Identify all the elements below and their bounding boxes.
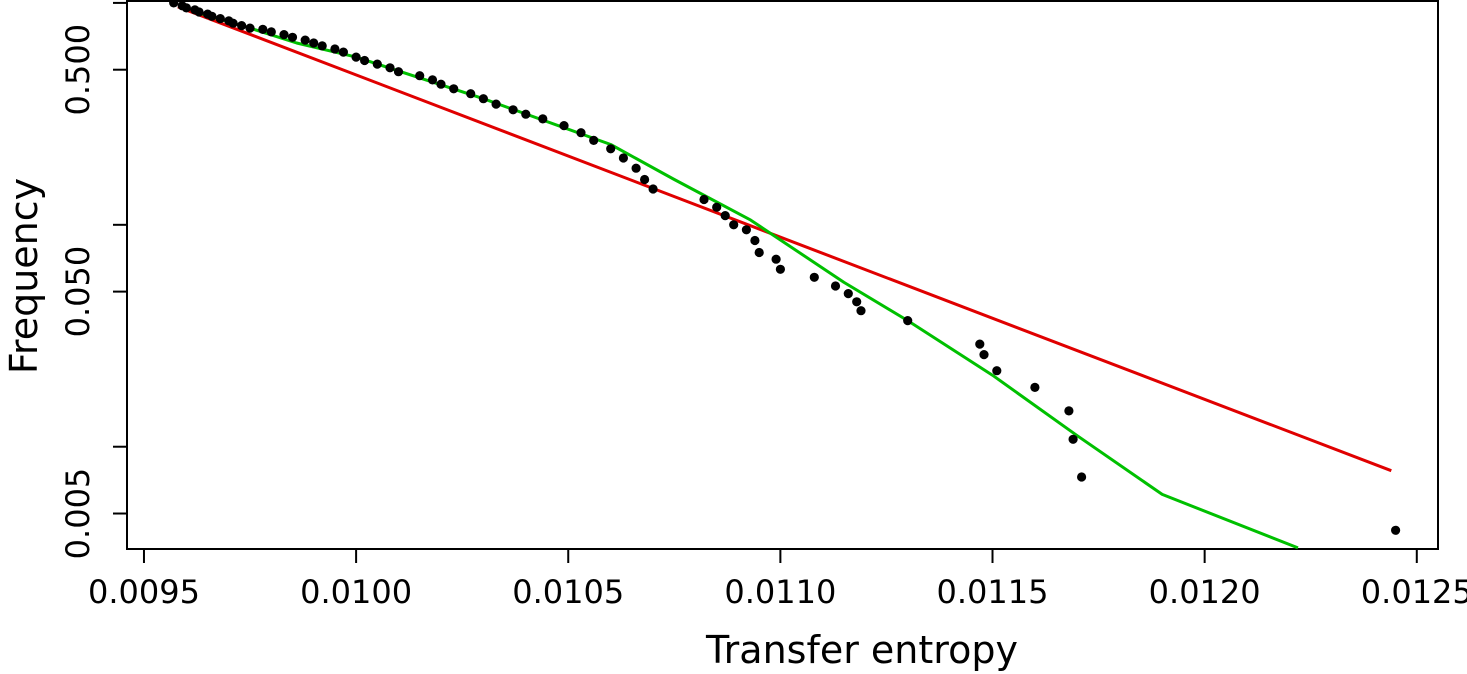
data-point	[729, 220, 739, 230]
data-point	[754, 247, 764, 258]
x-tick-label: 0.0100	[300, 573, 412, 611]
data-point	[559, 121, 569, 131]
data-point	[606, 144, 616, 154]
data-point	[194, 7, 204, 17]
data-point	[712, 202, 722, 212]
y-tick-label: 0.005	[59, 468, 97, 560]
data-point	[300, 35, 310, 45]
data-point	[338, 47, 348, 57]
data-point	[309, 38, 319, 48]
data-point	[979, 350, 989, 360]
data-point	[741, 225, 752, 235]
series-layer	[177, 5, 1392, 550]
red-fit-line	[177, 5, 1392, 473]
data-point	[1391, 525, 1401, 535]
data-point	[618, 153, 629, 163]
data-point	[720, 211, 730, 221]
data-point	[478, 94, 488, 104]
y-axis: 0.005 0.050 0.500	[59, 1, 128, 560]
data-point	[648, 184, 658, 194]
data-point	[775, 264, 786, 274]
data-point	[809, 272, 819, 282]
data-point	[287, 32, 298, 42]
data-point	[1064, 406, 1074, 416]
data-point	[843, 289, 853, 299]
data-point	[491, 99, 501, 109]
data-point	[351, 52, 361, 62]
data-point	[317, 41, 327, 51]
data-point	[521, 109, 531, 119]
x-tick-label: 0.0115	[937, 573, 1049, 611]
data-point	[215, 14, 225, 24]
data-point	[992, 366, 1002, 376]
data-point	[1077, 472, 1087, 482]
data-point	[640, 174, 650, 185]
data-point	[436, 79, 446, 89]
data-point	[169, 0, 179, 8]
data-point	[508, 105, 518, 115]
data-point	[415, 71, 425, 81]
data-point	[830, 281, 841, 291]
data-point	[589, 135, 599, 145]
data-point	[449, 84, 459, 94]
data-point	[699, 194, 709, 205]
x-tick-label: 0.0120	[1149, 573, 1261, 611]
data-point	[385, 63, 395, 73]
data-point	[466, 89, 476, 99]
data-point	[975, 339, 985, 349]
y-tick-label: 0.500	[59, 24, 97, 116]
data-point	[237, 21, 247, 31]
data-point	[207, 11, 217, 21]
x-axis-label: Transfer entropy	[705, 628, 1018, 672]
data-point	[576, 128, 586, 138]
data-point	[330, 44, 340, 54]
data-point	[1030, 382, 1040, 392]
data-point	[266, 27, 276, 37]
data-point	[538, 114, 548, 124]
data-point	[427, 75, 438, 85]
data-point	[245, 23, 255, 33]
data-point	[393, 67, 404, 77]
data-point	[279, 29, 289, 40]
data-point	[852, 297, 862, 307]
plot-frame	[126, 0, 1439, 550]
data-point	[631, 163, 641, 173]
data-point	[181, 3, 191, 13]
points-layer	[169, 0, 1401, 535]
green-fit-line	[198, 11, 1299, 550]
x-tick-label: 0.0110	[724, 573, 836, 611]
data-point	[228, 18, 238, 28]
data-point	[258, 24, 268, 34]
data-point	[771, 254, 781, 264]
data-point	[856, 306, 866, 316]
data-point	[903, 316, 913, 326]
y-axis-label: Frequency	[2, 178, 46, 374]
data-point	[750, 235, 760, 246]
data-point	[360, 55, 370, 66]
data-point	[372, 59, 382, 69]
data-point	[1068, 434, 1078, 444]
x-axis: 0.0095 0.0100 0.0105 0.0110 0.0115 0.0120 0.01…	[88, 548, 1467, 611]
x-tick-label: 0.0125	[1361, 573, 1467, 611]
x-tick-label: 0.0105	[512, 573, 624, 611]
y-tick-label: 0.050	[59, 246, 97, 338]
x-tick-label: 0.0095	[88, 573, 200, 611]
